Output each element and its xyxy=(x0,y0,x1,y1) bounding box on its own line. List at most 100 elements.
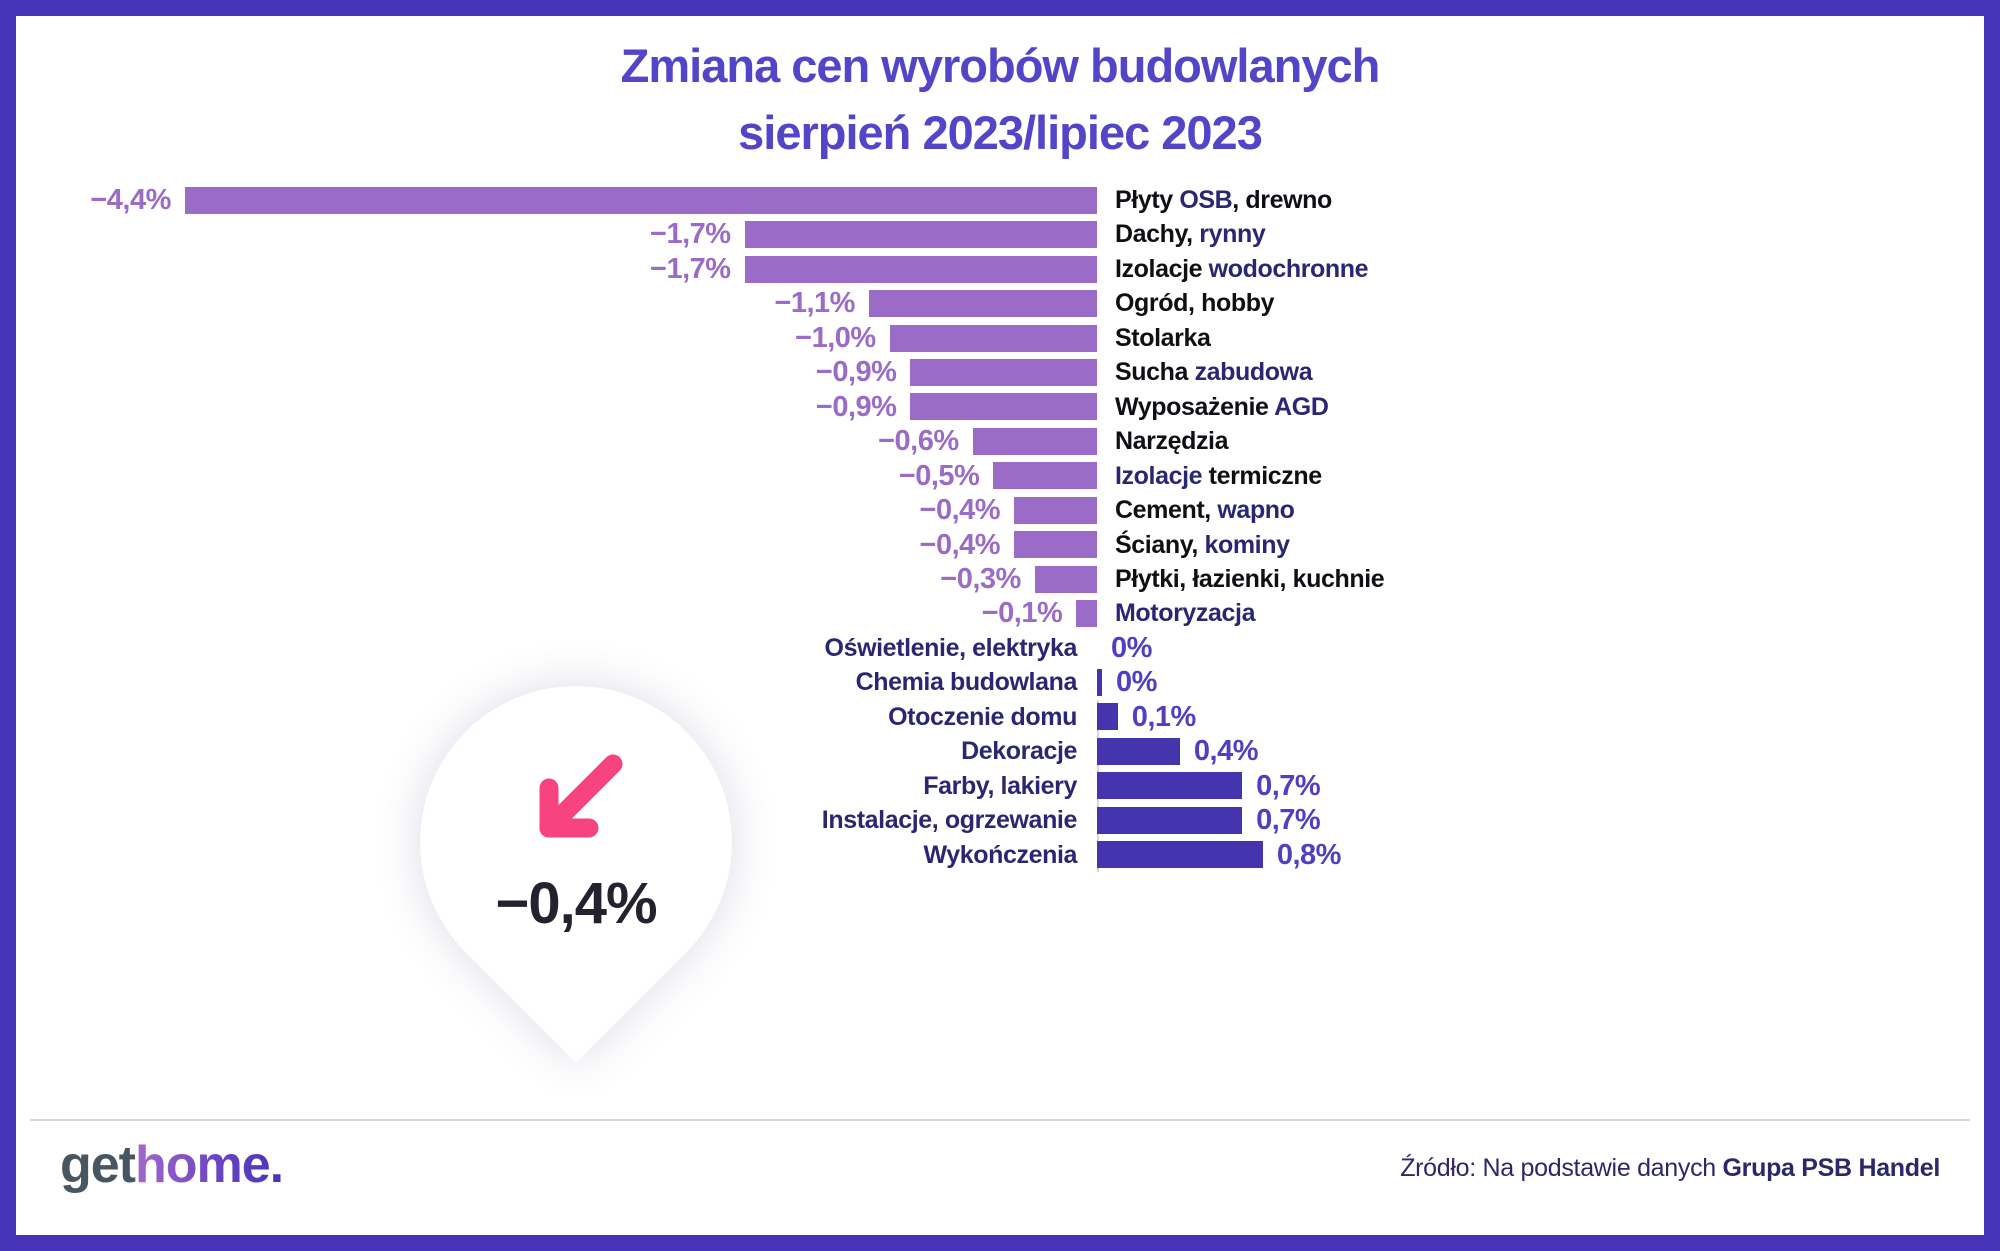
category-label-text: Ściany, xyxy=(1115,530,1205,559)
value-label: −1,1% xyxy=(774,287,855,320)
chart-row: −1,0% Stolarka xyxy=(16,321,1984,355)
category-label: Cement, wapno xyxy=(1115,493,1295,527)
negative-bar xyxy=(1014,531,1097,559)
category-label: Płytki, łazienki, kuchnie xyxy=(1115,562,1385,596)
negative-bar xyxy=(1034,565,1097,593)
value-label: 0,1% xyxy=(1131,700,1197,733)
chart-row: −0,1% Motoryzacja xyxy=(16,596,1984,630)
chart-row: −0,6% Narzędzia xyxy=(16,424,1984,458)
value-label: −0,1% xyxy=(981,597,1063,630)
category-label: Ściany, kominy xyxy=(1115,528,1290,562)
category-label: Izolacje wodochronne xyxy=(1115,252,1369,286)
negative-bar xyxy=(910,358,1097,386)
source-note: Źródło: Na podstawie danych Grupa PSB Ha… xyxy=(1400,1154,1940,1183)
category-label-accent: rynny xyxy=(1199,220,1266,249)
category-label-text: Cement, xyxy=(1115,496,1218,525)
category-label-accent: AGD xyxy=(1274,392,1329,421)
chart-row: −0,4% Ściany, kominy xyxy=(16,528,1984,562)
category-label-accent: Instalacje, ogrzewanie xyxy=(821,806,1078,835)
category-label-accent: Oświetlenie, elektryka xyxy=(824,633,1078,662)
category-label-text: Dachy, xyxy=(1115,220,1200,249)
category-label: Sucha zabudowa xyxy=(1115,355,1313,389)
category-label-accent: Farby, lakiery xyxy=(923,771,1077,800)
category-label: Oświetlenie, elektryka xyxy=(824,631,1078,665)
category-label: Otoczenie domu xyxy=(888,700,1077,734)
category-label-accent: zabudowa xyxy=(1194,358,1313,387)
category-label-text: Stolarka xyxy=(1115,323,1211,352)
chart-row: −1,7% Izolacje wodochronne xyxy=(16,252,1984,286)
category-label-accent: wapno xyxy=(1217,496,1295,525)
value-label: −0,9% xyxy=(815,390,897,423)
negative-bar xyxy=(744,255,1097,283)
logo-get-text: get xyxy=(60,1136,136,1194)
chart-title-line1: Zmiana cen wyrobów budowlanych xyxy=(620,39,1381,92)
chart-row: 0,4% Dekoracje xyxy=(16,734,1984,768)
category-label: Wykończenia xyxy=(923,838,1077,872)
summary-pin-content: −0,4% xyxy=(420,686,732,998)
value-label: 0% xyxy=(1116,666,1157,699)
logo-home-text: home. xyxy=(135,1136,284,1194)
category-label: Stolarka xyxy=(1115,321,1211,355)
negative-bar xyxy=(1014,496,1097,524)
negative-bar xyxy=(744,221,1097,249)
value-label: 0,4% xyxy=(1193,735,1259,768)
chart-row: −0,3% Płytki, łazienki, kuchnie xyxy=(16,562,1984,596)
chart-row: −0,9% Wyposażenie AGD xyxy=(16,390,1984,424)
negative-bar xyxy=(1076,600,1097,628)
chart-row: −0,4% Cement, wapno xyxy=(16,493,1984,527)
chart-title: Zmiana cen wyrobów budowlanych sierpień 2… xyxy=(16,32,1984,166)
value-label: −0,4% xyxy=(919,494,1001,527)
negative-bar xyxy=(184,186,1097,214)
chart-row: −1,1% Ogród, hobby xyxy=(16,286,1984,320)
category-label: Izolacje termiczne xyxy=(1115,459,1322,493)
chart-row: 0,7% Farby, lakiery xyxy=(16,769,1984,803)
chart-row: 0,1% Otoczenie domu xyxy=(16,700,1984,734)
chart-row: 0,7% Instalacje, ogrzewanie xyxy=(16,803,1984,837)
category-label: Dekoracje xyxy=(961,734,1077,768)
chart-row: −4,4% Płyty OSB, drewno xyxy=(16,183,1984,217)
category-label: Ogród, hobby xyxy=(1115,286,1274,320)
chart-row: 0% Oświetlenie, elektryka xyxy=(16,631,1984,665)
value-label: 0,8% xyxy=(1276,838,1342,871)
category-label: Narzędzia xyxy=(1115,424,1229,458)
arrow-down-left-icon xyxy=(539,754,623,837)
value-label: −1,7% xyxy=(650,252,731,285)
category-label-accent: wodochronne xyxy=(1208,254,1369,283)
negative-bar xyxy=(910,393,1097,421)
category-label: Wyposażenie AGD xyxy=(1115,390,1329,424)
summary-pin: −0,4% xyxy=(355,621,797,1063)
chart-row: −0,5% Izolacje termiczne xyxy=(16,459,1984,493)
category-label-text: , drewno xyxy=(1232,186,1332,214)
positive-bar xyxy=(1097,737,1180,765)
negative-bar xyxy=(889,324,1097,352)
category-label: Farby, lakiery xyxy=(923,769,1077,803)
value-label: −0,5% xyxy=(898,459,980,492)
positive-bar xyxy=(1097,841,1263,869)
value-label: −0,3% xyxy=(940,562,1021,595)
value-label: 0% xyxy=(1111,631,1152,664)
value-label: 0,7% xyxy=(1256,804,1321,837)
negative-bar xyxy=(993,462,1097,490)
positive-bar xyxy=(1097,806,1243,834)
source-bold: Grupa PSB Handel xyxy=(1722,1154,1941,1182)
chart-row: 0,8% Wykończenia xyxy=(16,838,1984,872)
chart-row: 0% Chemia budowlana xyxy=(16,665,1984,699)
category-label-accent: Chemia budowlana xyxy=(855,668,1078,697)
category-label: Chemia budowlana xyxy=(855,665,1078,699)
category-label-text: Ogród, hobby xyxy=(1115,289,1275,318)
value-label: 0,7% xyxy=(1256,769,1321,802)
source-prefix: Źródło: Na podstawie danych xyxy=(1400,1154,1723,1182)
negative-bar xyxy=(972,427,1097,455)
category-label-accent: OSB xyxy=(1179,186,1233,214)
positive-bar xyxy=(1097,703,1118,731)
chart-row: −1,7% Dachy, rynny xyxy=(16,217,1984,251)
summary-value: −0,4% xyxy=(495,870,657,936)
category-label: Instalacje, ogrzewanie xyxy=(821,803,1078,837)
footer-divider xyxy=(30,1119,1970,1121)
category-label-accent: Motoryzacja xyxy=(1115,599,1256,628)
category-label-text: Izolacje xyxy=(1115,254,1209,283)
infographic-body: Zmiana cen wyrobów budowlanych sierpień 2… xyxy=(16,16,1984,1235)
category-label: Dachy, rynny xyxy=(1115,217,1266,251)
category-label-accent: Dekoracje xyxy=(961,737,1077,766)
negative-bar xyxy=(868,290,1097,318)
